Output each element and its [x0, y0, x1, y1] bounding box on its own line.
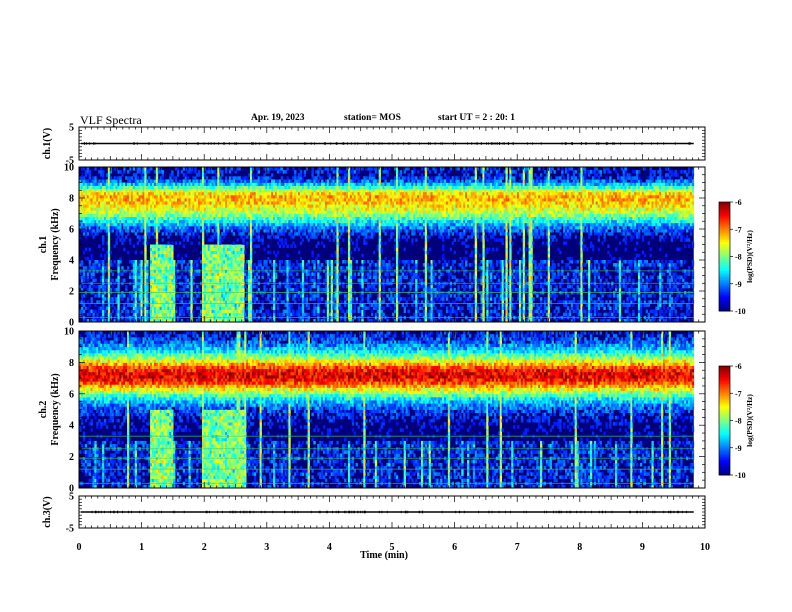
y-axis-label-channel: ch.1: [38, 236, 49, 254]
panel-axes-2: [78, 330, 706, 489]
x-tick-label: 5: [390, 542, 395, 553]
y-tick-label: 8: [69, 194, 74, 205]
colorbar-ch1: [718, 201, 733, 312]
waveform-ch1: [81, 142, 694, 145]
panel-axes-0: [78, 126, 706, 161]
spectrogram-ch2: [79, 331, 695, 489]
y-axis-label: ch.3(V): [42, 496, 53, 527]
colorbar-label: log(PSD)(V²/Hz): [745, 230, 754, 283]
colorbar-tick-label: -6: [735, 362, 742, 371]
x-tick-label: 10: [700, 542, 710, 553]
y-axis-label: Frequency (kHz): [50, 208, 61, 280]
x-tick-label: 6: [452, 542, 457, 553]
colorbar-tick-label: -7: [735, 225, 742, 234]
y-tick-label: 2: [69, 287, 74, 298]
y-tick-label: 6: [69, 225, 74, 236]
y-tick-label: 5: [69, 492, 74, 503]
x-tick-label: 0: [77, 542, 82, 553]
x-tick-label: 2: [202, 542, 207, 553]
colorbar-tick-label: -9: [735, 280, 742, 289]
y-axis-label: Frequency (kHz): [50, 373, 61, 445]
start-time-label: start UT = 2 : 20: 1: [438, 113, 515, 123]
colorbar-tick-label: -10: [735, 307, 746, 316]
y-tick-label: 8: [69, 358, 74, 369]
station-label: station= MOS: [344, 113, 401, 123]
colorbar-tick-label: -8: [735, 417, 742, 426]
x-axis-label: Time (min): [360, 550, 408, 561]
y-axis-label: ch.1(V): [42, 128, 53, 159]
y-tick-label: 4: [69, 256, 74, 267]
y-tick-label: 5: [69, 123, 74, 134]
x-tick-label: 4: [327, 542, 332, 553]
y-tick-label: 0: [69, 484, 74, 495]
x-tick-label: 8: [577, 542, 582, 553]
colorbar-tick-label: -6: [735, 198, 742, 207]
x-tick-label: 7: [515, 542, 520, 553]
x-tick-label: 3: [264, 542, 269, 553]
colorbar-ch2: [718, 365, 733, 476]
date-label: Apr. 19, 2023: [251, 113, 305, 123]
colorbar-tick-label: -10: [735, 471, 746, 480]
y-tick-label: 10: [64, 327, 74, 338]
x-tick-label: 1: [139, 542, 144, 553]
y-tick-label: 4: [69, 421, 74, 432]
y-tick-label: -5: [66, 156, 74, 167]
colorbar-tick-label: -8: [735, 253, 742, 262]
colorbar-label: log(PSD)(V²/Hz): [745, 394, 754, 447]
panel-axes-1: [78, 166, 706, 323]
y-axis-label-channel: ch.2: [38, 401, 49, 419]
chart-title: VLF Spectra: [80, 113, 142, 128]
y-tick-label: 10: [64, 163, 74, 174]
colorbar-tick-label: -7: [735, 389, 742, 398]
y-tick-label: 2: [69, 452, 74, 463]
y-tick-label: 6: [69, 389, 74, 400]
colorbar-tick-label: -9: [735, 444, 742, 453]
y-tick-label: -5: [66, 524, 74, 535]
waveform-ch3: [81, 510, 694, 514]
x-tick-label: 9: [640, 542, 645, 553]
y-tick-label: 0: [69, 318, 74, 329]
panel-axes-3: [78, 495, 706, 529]
spectrogram-ch1: [79, 167, 695, 323]
